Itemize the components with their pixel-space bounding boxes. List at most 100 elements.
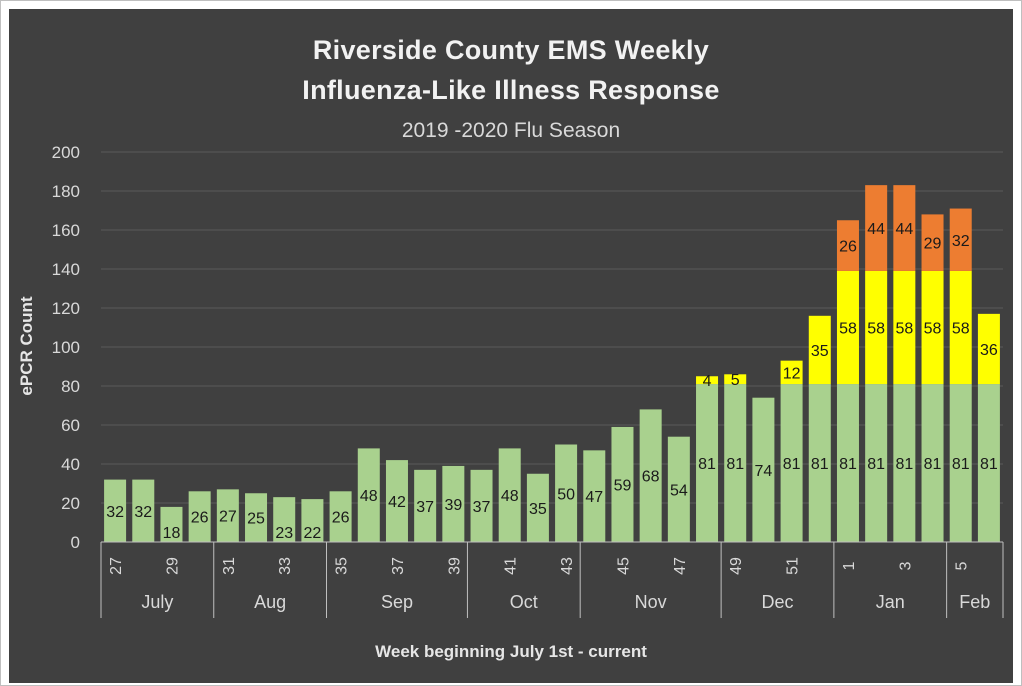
- bar-segment: [583, 450, 606, 542]
- y-axis-title: ePCR Count: [17, 296, 36, 396]
- data-label: 18: [163, 525, 181, 542]
- y-tick-label: 0: [71, 533, 80, 552]
- bar-segment: [611, 426, 634, 542]
- bar-segment: [470, 469, 493, 542]
- x-axis-title: Week beginning July 1st - current: [375, 642, 647, 661]
- data-label: 44: [867, 221, 885, 238]
- data-label: 25: [247, 511, 265, 528]
- bar-segment: [808, 384, 831, 542]
- month-label: Nov: [635, 592, 667, 612]
- bar-segment: [273, 497, 296, 542]
- data-label: 81: [726, 456, 744, 473]
- data-label: 26: [332, 510, 350, 527]
- bar-segment: [442, 465, 465, 542]
- bar-segment: [667, 436, 690, 542]
- bar-segment: [724, 384, 747, 542]
- x-tick-label: 49: [728, 557, 745, 575]
- bar-segment: [724, 374, 747, 385]
- data-label: 81: [783, 456, 801, 473]
- data-label: 32: [106, 504, 124, 521]
- bar-segment: [414, 469, 437, 542]
- bar-segment: [921, 384, 944, 542]
- bar-segment: [385, 460, 408, 542]
- bar-segment: [921, 214, 944, 271]
- month-label: Sep: [381, 592, 413, 612]
- month-label: Aug: [254, 592, 286, 612]
- data-label: 32: [134, 504, 152, 521]
- data-label: 54: [670, 482, 688, 499]
- data-label: 22: [304, 525, 322, 542]
- data-label: 36: [980, 342, 998, 359]
- data-label: 35: [811, 343, 829, 360]
- x-tick-label: 43: [559, 557, 576, 575]
- x-tick-label: 1: [841, 561, 858, 570]
- data-label: 35: [529, 501, 547, 518]
- y-tick-label: 140: [52, 260, 80, 279]
- bar-segment: [836, 270, 859, 385]
- y-tick-label: 40: [61, 455, 80, 474]
- data-label: 32: [952, 233, 970, 250]
- data-label: 58: [895, 321, 913, 338]
- bar-segment: [132, 479, 155, 542]
- bar-segment: [949, 208, 972, 271]
- x-tick-label: 39: [446, 557, 463, 575]
- data-label: 81: [811, 456, 829, 473]
- bar-segment: [836, 220, 859, 271]
- y-tick-label: 60: [61, 416, 80, 435]
- data-label: 26: [191, 510, 209, 527]
- x-tick-label: 29: [164, 557, 181, 575]
- data-label: 59: [614, 477, 632, 494]
- data-label: 26: [839, 239, 857, 256]
- data-label: 44: [895, 221, 913, 238]
- data-label: 42: [388, 494, 406, 511]
- x-tick-label: 5: [954, 561, 971, 570]
- data-label: 47: [585, 489, 603, 506]
- data-label: 50: [557, 486, 575, 503]
- bar-segment: [357, 448, 380, 542]
- data-label: 5: [731, 372, 740, 389]
- bar-segment: [696, 384, 719, 542]
- data-label: 29: [924, 236, 942, 253]
- bar-segment: [893, 185, 916, 271]
- x-tick-label: 33: [277, 557, 294, 575]
- bars: [104, 185, 1000, 542]
- month-label: Oct: [510, 592, 538, 612]
- bar-segment: [977, 313, 1000, 385]
- y-tick-label: 200: [52, 143, 80, 162]
- bar-segment: [555, 444, 578, 542]
- y-tick-label: 180: [52, 182, 80, 201]
- bar-segment: [808, 315, 831, 385]
- month-label: Feb: [959, 592, 990, 612]
- chart-title-line2: Influenza-Like Illness Response: [302, 75, 720, 105]
- bar-segment: [216, 489, 239, 542]
- data-label: 23: [275, 525, 293, 542]
- data-label: 81: [867, 456, 885, 473]
- bar-segment: [949, 384, 972, 542]
- y-tick-label: 20: [61, 494, 80, 513]
- bar-segment: [498, 448, 521, 542]
- month-label: Jan: [876, 592, 905, 612]
- bar-segment: [188, 491, 211, 542]
- x-tick-label: 3: [897, 561, 914, 570]
- data-label: 37: [473, 499, 491, 516]
- x-tick-label: 41: [503, 557, 520, 575]
- data-label: 81: [698, 456, 716, 473]
- data-label: 48: [501, 488, 519, 505]
- x-tick-label: 51: [785, 557, 802, 575]
- x-tick-label: 47: [672, 557, 689, 575]
- data-label: 58: [924, 321, 942, 338]
- y-tick-label: 80: [61, 377, 80, 396]
- bar-segment: [836, 384, 859, 542]
- x-tick-label: 45: [615, 557, 632, 575]
- bar-segment: [160, 506, 183, 542]
- bar-segment: [865, 270, 888, 385]
- bar-segment: [780, 384, 803, 542]
- chart-title: Riverside County EMS Weekly: [312, 35, 710, 65]
- bar-segment: [893, 270, 916, 385]
- bar-segment: [245, 493, 268, 542]
- data-label: 48: [360, 488, 378, 505]
- data-label: 81: [895, 456, 913, 473]
- data-labels: 32 32 18 26 27 25 23 22 26 48 42 37 39 37 48 35 50 47 59 68…: [106, 221, 998, 542]
